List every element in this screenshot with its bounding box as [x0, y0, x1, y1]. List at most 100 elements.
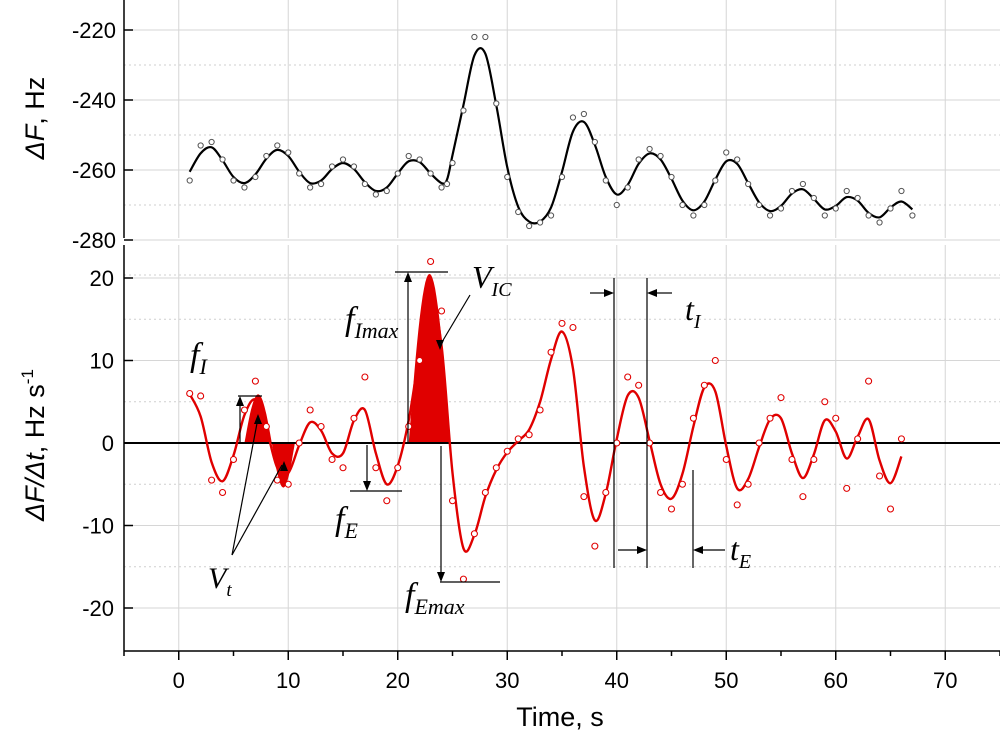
- top-point-66: [898, 187, 905, 195]
- bottom-point-39: [613, 439, 621, 447]
- top-point-8: [274, 142, 281, 149]
- top-ylabel-italic: ΔF: [20, 123, 50, 160]
- bottom-point-6: [251, 377, 259, 385]
- top-point-56: [788, 187, 796, 195]
- fEmax-arrowhead: [437, 572, 445, 582]
- xtick-label-7: 70: [933, 668, 957, 693]
- vt-pointer-line-1: [231, 417, 259, 556]
- top-point-28: [482, 33, 489, 41]
- top-point-11: [307, 184, 314, 191]
- bottom-point-60: [843, 484, 851, 492]
- top-point-33: [537, 219, 544, 226]
- bottom-point-28: [492, 464, 500, 472]
- top-point-24: [443, 180, 451, 188]
- bottom-point-25: [459, 575, 468, 583]
- bottom-point-57: [810, 455, 818, 464]
- top-point-57: [799, 180, 807, 188]
- fE-arrowhead: [363, 481, 371, 491]
- svg-text:fEmax: fEmax: [405, 577, 465, 619]
- top-ytick-label-1: -240: [72, 88, 116, 113]
- bottom-point-38: [602, 488, 610, 497]
- top-point-37: [580, 110, 588, 118]
- top-point-34: [547, 212, 555, 219]
- bottom-point-32: [536, 406, 544, 414]
- top-point-53: [756, 201, 763, 209]
- bot-ytick-label-1: 10: [90, 349, 114, 374]
- top-point-6: [252, 173, 259, 181]
- bottom-point-33: [547, 348, 555, 356]
- bot-ytick-label-3: -10: [82, 514, 114, 539]
- vt-arrowhead-1: [254, 414, 262, 424]
- top-point-42: [635, 156, 642, 163]
- svg-text:VIC: VIC: [472, 259, 512, 301]
- bottom-point-18: [383, 497, 391, 505]
- top-point-63: [865, 212, 872, 219]
- bottom-point-7: [262, 422, 270, 431]
- top-panel-grid: [124, 0, 1000, 276]
- bottom-point-12: [317, 422, 325, 431]
- bottom-point-36: [580, 493, 588, 501]
- top-point-5: [241, 184, 248, 191]
- bottom-point-62: [865, 377, 873, 385]
- top-point-2: [208, 138, 215, 146]
- top-point-50: [723, 149, 730, 156]
- top-point-21: [416, 156, 423, 163]
- top-point-12: [318, 180, 325, 188]
- top-point-62: [854, 194, 861, 202]
- xtick-label-0: 0: [173, 668, 185, 693]
- bottom-point-27: [481, 488, 489, 497]
- top-point-18: [383, 187, 390, 195]
- top-point-30: [504, 173, 511, 181]
- bottom-point-54: [777, 394, 785, 402]
- top-series-line: [188, 47, 914, 225]
- label-V-t: Vt: [208, 562, 232, 601]
- top-point-51: [734, 156, 741, 163]
- bottom-point-20: [405, 422, 413, 431]
- bottom-point-43: [656, 488, 665, 497]
- top-point-16: [361, 180, 368, 188]
- bottom-point-9: [284, 480, 292, 488]
- svg-text:fI: fI: [190, 337, 208, 379]
- top-point-47: [690, 212, 697, 219]
- top-point-10: [296, 170, 303, 177]
- bottom-ylabel-rest: , Hz s: [20, 384, 50, 453]
- top-point-20: [405, 152, 412, 160]
- bottom-point-5: [240, 406, 248, 414]
- top-ytick-label-0: -220: [72, 18, 116, 43]
- bottom-point-14: [339, 464, 347, 472]
- xtick-label-4: 40: [605, 668, 629, 693]
- bottom-point-64: [886, 505, 895, 513]
- bottom-point-23: [437, 307, 446, 315]
- bottom-point-2: [208, 476, 216, 484]
- bottom-point-24: [448, 497, 457, 505]
- top-point-41: [624, 184, 631, 191]
- top-point-4: [230, 177, 237, 184]
- top-point-22: [427, 170, 434, 177]
- tE-left-arrowhead: [637, 546, 647, 554]
- top-point-0: [186, 177, 193, 184]
- bottom-point-61: [854, 435, 862, 443]
- bot-ytick-label-2: 0: [102, 431, 114, 456]
- top-point-15: [350, 163, 358, 170]
- bottom-point-56: [799, 493, 807, 501]
- label-V-IC: VIC: [472, 259, 512, 301]
- top-point-49: [712, 177, 719, 184]
- bottom-point-65: [897, 435, 906, 443]
- top-point-23: [438, 184, 445, 191]
- bottom-point-40: [624, 373, 632, 381]
- bottom-point-35: [569, 323, 577, 332]
- top-point-38: [591, 138, 598, 146]
- tI-left-arrowhead: [604, 289, 614, 297]
- top-point-54: [766, 212, 774, 219]
- svg-text:tE: tE: [730, 531, 751, 573]
- fImax-arrowhead: [404, 272, 412, 282]
- bottom-series-line: [188, 297, 903, 553]
- bot-ytick-label-0: 20: [90, 266, 114, 291]
- label-f-I: fI: [190, 337, 208, 379]
- bottom-point-3: [219, 488, 227, 497]
- fill-vic: [408, 273, 451, 443]
- svg-text:Vt: Vt: [208, 562, 232, 601]
- label-t-I: tI: [685, 291, 702, 333]
- bottom-point-16: [361, 373, 369, 381]
